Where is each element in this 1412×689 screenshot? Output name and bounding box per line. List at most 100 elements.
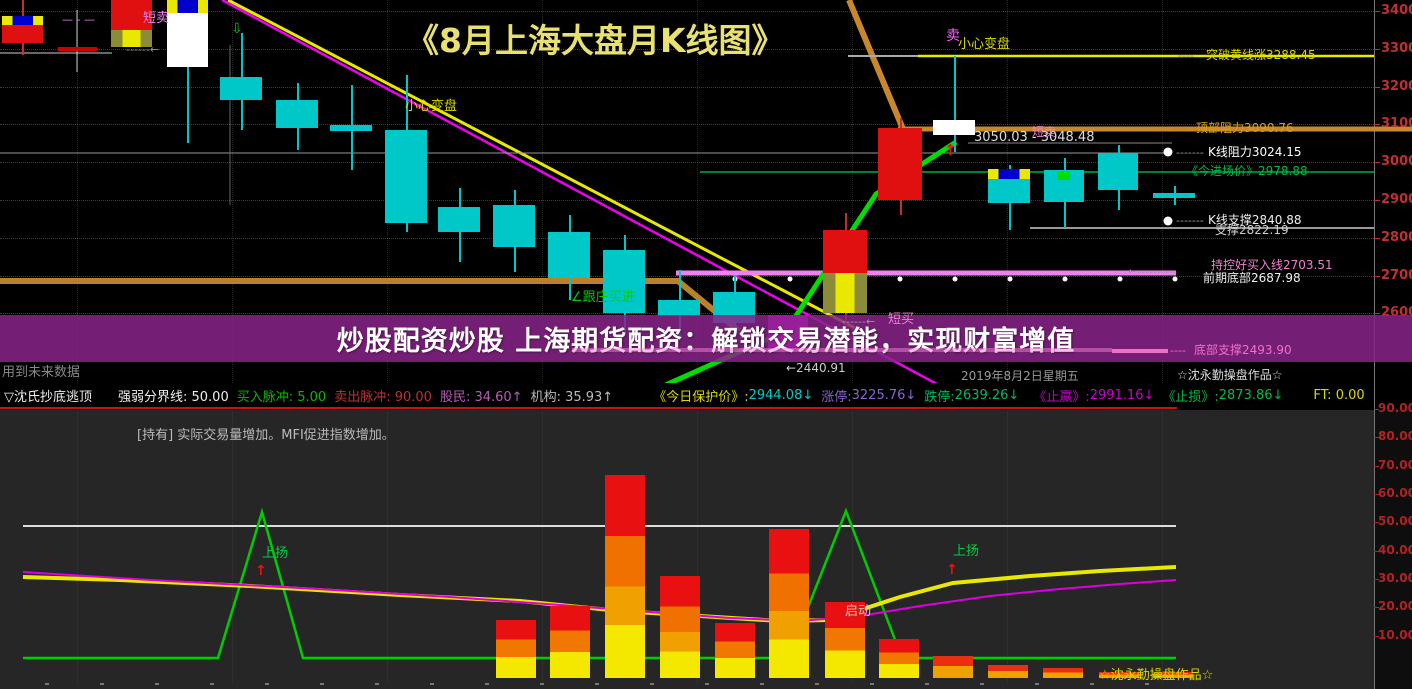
candle-green-dot [1058, 171, 1070, 180]
grid-line-v [697, 412, 698, 684]
status-item: 2639.26↓ [954, 387, 1020, 403]
grid-line-v [852, 0, 853, 383]
axis-tick [1374, 636, 1379, 637]
candle-body [823, 230, 867, 273]
candle-wick [187, 67, 189, 143]
candle-marker-stripe [2, 16, 43, 25]
ad-banner-text[interactable]: 炒股配资炒股 上海期货配资：解锁交易潜能，实现财富增值 [336, 326, 1076, 357]
volume-bar [879, 639, 919, 678]
pink-line-dot [1007, 276, 1013, 282]
axis-tick [1374, 409, 1379, 410]
pink-line-dot [1172, 276, 1178, 282]
x-tick [815, 683, 819, 685]
status-item: ▽沈氏抄底逃顶 [4, 389, 92, 405]
indicator-message: [持有] 实际交易量增加。MFI促进指数增加。 [137, 428, 395, 443]
status-item: 《今日保护价》: [653, 389, 749, 405]
candle-body [438, 207, 480, 232]
axis-label: 2700 [1381, 268, 1412, 283]
x-tick [540, 683, 544, 685]
ad-banner[interactable]: 炒股配资炒股 上海期货配资：解锁交易潜能，实现财富增值 [0, 315, 1412, 362]
date-label: 2019年8月2日星期五 [961, 369, 1079, 383]
axis-label: 3300 [1381, 41, 1412, 56]
axis-label: 50.00 [1378, 514, 1412, 528]
signal-follow-buy: ∠跟庄买进 [571, 290, 635, 305]
future-data-note: 用到未来数据 [2, 365, 81, 380]
dash-arrow: ------← [842, 315, 876, 328]
x-tick [760, 683, 764, 685]
axis-tick [1374, 494, 1379, 495]
x-tick [155, 683, 159, 685]
dash-connector: — - — [62, 13, 95, 26]
trend-line [22, 571, 1177, 623]
trend-line [23, 507, 1176, 660]
status-item: FT: 0.00 [1313, 387, 1365, 403]
candle-body [276, 100, 318, 128]
candle-body [603, 250, 645, 313]
green-down-arrow: ⇩ [231, 21, 243, 37]
candle-body [330, 125, 372, 131]
level-dot [1163, 216, 1173, 226]
axis-label: 80.00 [1378, 429, 1412, 443]
axis-label: 3000 [1381, 154, 1412, 169]
signal-rising: 上扬 [953, 544, 980, 559]
grid-line-v [232, 412, 233, 684]
grid-line-v [232, 0, 233, 383]
x-tick [650, 683, 654, 685]
grid-line-v [697, 0, 698, 383]
x-tick [1145, 683, 1149, 685]
dash-connector: ---- [1178, 49, 1194, 62]
axis-tick [1374, 238, 1380, 239]
x-tick [1035, 683, 1039, 685]
volume-bar [988, 665, 1028, 678]
signal-caution: 小心变盘 [405, 99, 458, 114]
status-item: 2991.16↓ [1089, 387, 1155, 403]
candle-wick [954, 56, 956, 152]
status-item: 机构: 35.93↑ [530, 389, 614, 405]
signal-short-sell: 短卖 [1032, 125, 1057, 139]
status-item: 强弱分界线: 50.00 [118, 389, 229, 405]
grid-line-v [77, 412, 78, 684]
status-underline [0, 407, 1177, 409]
axis-tick [1374, 87, 1380, 88]
grid-line-h [0, 87, 1374, 88]
axis-label: 3400 [1381, 3, 1412, 18]
candle-body [220, 77, 262, 100]
volume-bar [769, 529, 809, 678]
range-label: 3050.03 - 3048.48 [974, 130, 1095, 145]
volume-bar [1099, 672, 1139, 678]
volume-bar [550, 606, 590, 678]
x-tick [430, 683, 434, 685]
status-item: 2944.08↓ [748, 387, 814, 403]
x-tick [45, 683, 49, 685]
grid-line-v [852, 412, 853, 684]
candle-body [1098, 153, 1138, 190]
axis-tick [1374, 551, 1379, 552]
axis-tick [1374, 11, 1380, 12]
volume-bar [715, 623, 755, 678]
axis-label: 2800 [1381, 230, 1412, 245]
candle-marker-stripe [823, 273, 867, 313]
x-tick [100, 683, 104, 685]
indicator-axis [1374, 410, 1412, 689]
grid-line-v [77, 0, 78, 383]
axis-tick [1374, 437, 1379, 438]
low-price-label: ←2440.91 [786, 361, 846, 375]
x-tick [980, 683, 984, 685]
candle-body [167, 13, 208, 67]
grid-line-v [1007, 412, 1008, 684]
volume-bar [605, 475, 645, 678]
grid-line-h [0, 162, 1374, 163]
candle-body [111, 0, 152, 30]
axis-label: 2900 [1381, 192, 1412, 207]
candle-marker-stripe [988, 169, 1030, 179]
pink-line-dot [1062, 276, 1068, 282]
chart-title: 《8月上海大盘月K线图》 [406, 21, 785, 60]
x-tick [595, 683, 599, 685]
grid-line-v [542, 412, 543, 684]
axis-label: 70.00 [1378, 458, 1412, 472]
axis-tick [1374, 49, 1380, 50]
candle-marker-stripe [111, 30, 152, 47]
candle-body [548, 232, 590, 278]
volume-bar [933, 656, 973, 678]
level-buy-line: 持控好买入线2703.51 [1211, 258, 1333, 272]
